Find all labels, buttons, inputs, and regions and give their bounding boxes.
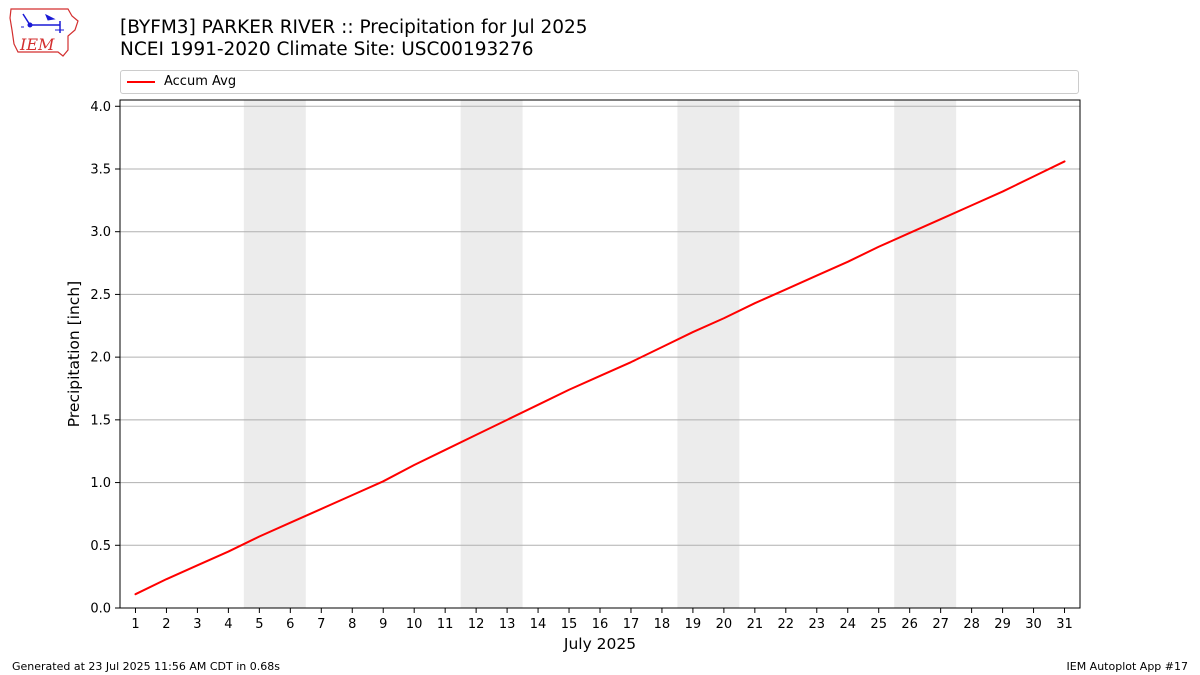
x-tick-label: 26 xyxy=(901,617,918,632)
x-tick-label: 15 xyxy=(561,617,578,632)
weekend-band xyxy=(677,100,740,608)
chart-title: [BYFM3] PARKER RIVER :: Precipitation fo… xyxy=(120,17,588,38)
x-tick-label: 21 xyxy=(747,617,764,632)
x-tick-label: 29 xyxy=(994,617,1011,632)
x-tick-label: 22 xyxy=(778,617,795,632)
y-tick-label: 0.5 xyxy=(90,539,111,554)
x-tick-label: 4 xyxy=(224,617,232,632)
legend: Accum Avg xyxy=(120,70,1079,94)
x-tick-label: 30 xyxy=(1025,617,1042,632)
x-tick-label: 28 xyxy=(963,617,980,632)
x-tick-label: 3 xyxy=(193,617,201,632)
x-tick-label: 12 xyxy=(468,617,485,632)
legend-label-accum-avg: Accum Avg xyxy=(164,74,237,89)
y-tick-label: 1.0 xyxy=(90,476,111,491)
y-tick-label: 3.0 xyxy=(90,225,111,240)
x-tick-label: 9 xyxy=(379,617,387,632)
weekend-band xyxy=(894,100,957,608)
weather-station-icon xyxy=(21,13,64,33)
x-tick-label: 14 xyxy=(530,617,547,632)
x-tick-label: 20 xyxy=(716,617,733,632)
series-line-accum-avg xyxy=(134,160,1066,596)
x-tick-label: 24 xyxy=(839,617,856,632)
x-tick-label: 18 xyxy=(654,617,671,632)
x-tick-label: 25 xyxy=(870,617,887,632)
x-tick-label: 7 xyxy=(317,617,325,632)
x-tick-label: 27 xyxy=(932,617,949,632)
footer-generated-text: Generated at 23 Jul 2025 11:56 AM CDT in… xyxy=(12,660,280,673)
x-tick-label: 5 xyxy=(255,617,263,632)
x-axis-label: July 2025 xyxy=(563,635,636,653)
x-tick-label: 23 xyxy=(809,617,826,632)
x-tick-label: 6 xyxy=(286,617,294,632)
y-tick-label: 4.0 xyxy=(90,100,111,115)
weekend-band xyxy=(460,100,523,608)
y-tick-label: 2.0 xyxy=(90,351,111,366)
plot-frame xyxy=(119,99,1081,609)
x-tick-label: 17 xyxy=(623,617,640,632)
y-tick-label: 2.5 xyxy=(90,288,111,303)
x-tick-label: 11 xyxy=(437,617,454,632)
x-tick-label: 19 xyxy=(685,617,702,632)
footer-app-label: IEM Autoplot App #17 xyxy=(1066,660,1189,673)
iem-logo: IEM xyxy=(9,8,79,57)
chart-subtitle: NCEI 1991-2020 Climate Site: USC00193276 xyxy=(120,39,534,60)
legend-swatch-accum-avg xyxy=(127,81,155,83)
weekend-band xyxy=(243,100,306,608)
y-tick-label: 1.5 xyxy=(90,413,111,428)
y-tick-label: 0.0 xyxy=(90,602,111,617)
x-tick-label: 31 xyxy=(1056,617,1073,632)
x-tick-label: 13 xyxy=(499,617,516,632)
x-tick-label: 16 xyxy=(592,617,609,632)
logo-text: IEM xyxy=(19,35,55,54)
x-tick-label: 8 xyxy=(348,617,356,632)
x-tick-label: 1 xyxy=(131,617,139,632)
y-tick-label: 3.5 xyxy=(90,162,111,177)
x-tick-label: 10 xyxy=(406,617,423,632)
y-axis-label: Precipitation [inch] xyxy=(65,281,83,427)
x-tick-label: 2 xyxy=(162,617,170,632)
